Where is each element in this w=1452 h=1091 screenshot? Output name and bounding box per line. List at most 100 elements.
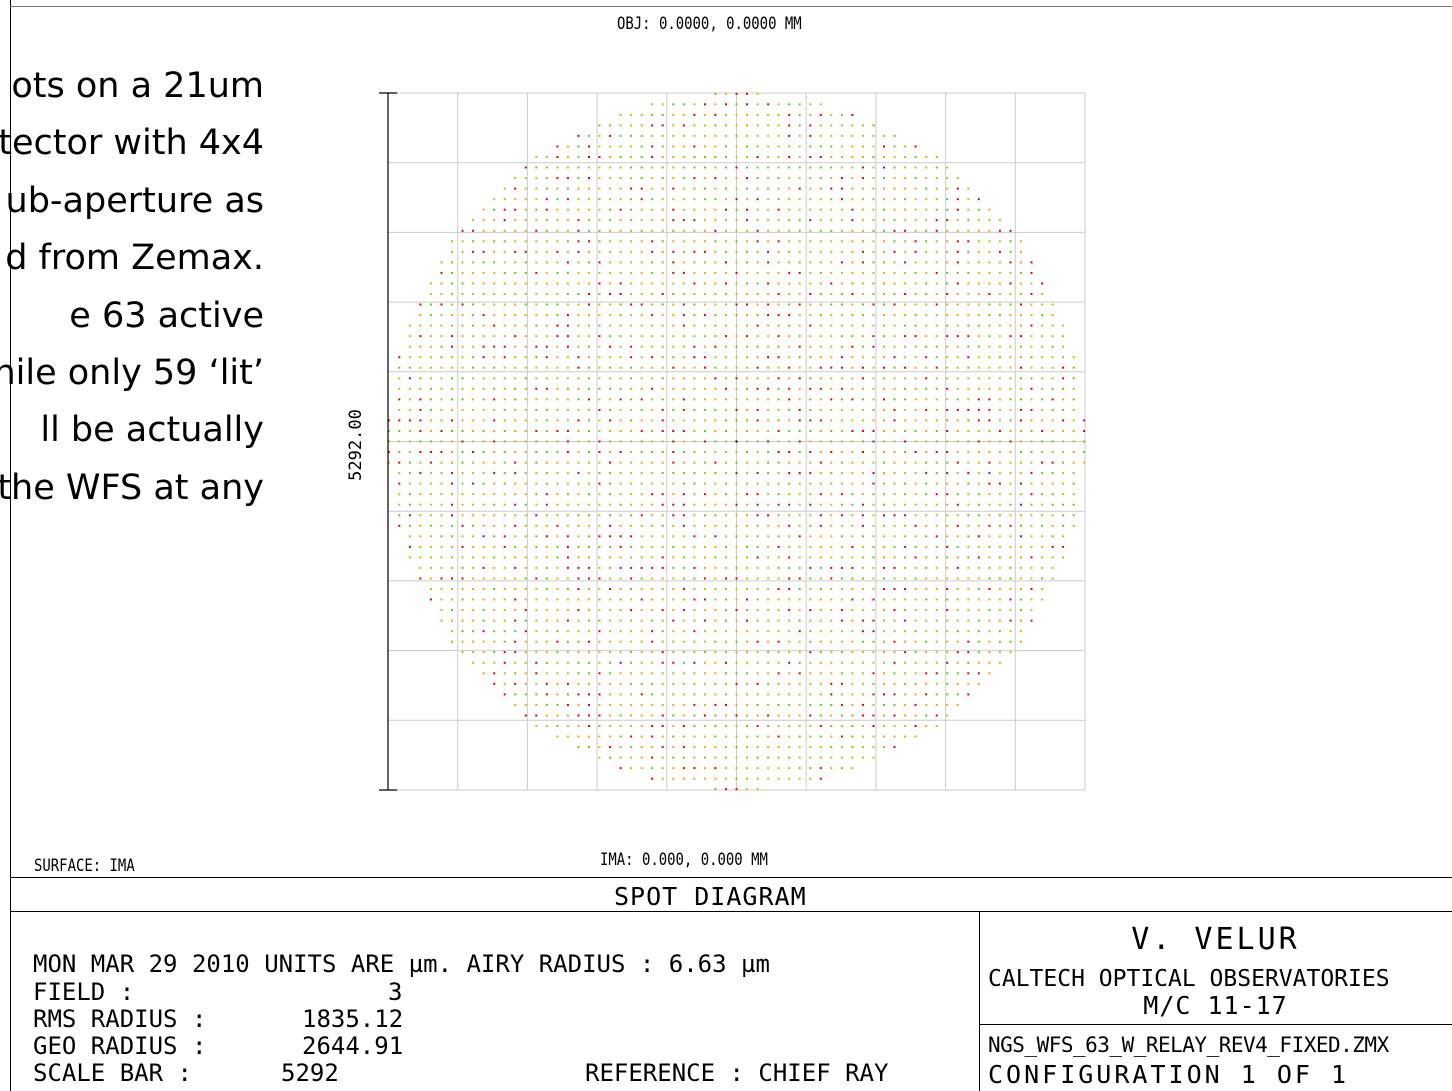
spot-point bbox=[630, 514, 633, 517]
spot-point bbox=[861, 682, 864, 685]
spot-point bbox=[609, 461, 612, 464]
spot-point bbox=[914, 156, 917, 158]
spot-point bbox=[904, 335, 907, 338]
spot-point bbox=[840, 630, 843, 633]
spot-point bbox=[904, 503, 907, 506]
spot-point bbox=[661, 577, 664, 580]
spot-point bbox=[1072, 524, 1075, 527]
spot-point bbox=[977, 250, 980, 253]
spot-point bbox=[524, 187, 527, 190]
spot-point bbox=[588, 314, 590, 317]
spot-point bbox=[472, 345, 475, 348]
spot-point bbox=[914, 419, 917, 422]
spot-point bbox=[1051, 493, 1054, 496]
spot-point bbox=[703, 419, 706, 422]
spot-point bbox=[693, 693, 696, 696]
spot-point bbox=[725, 725, 727, 727]
spot-point bbox=[619, 482, 622, 485]
spot-point bbox=[1030, 451, 1033, 453]
spot-point bbox=[830, 714, 833, 717]
spot-point bbox=[819, 535, 822, 538]
spot-point bbox=[661, 714, 664, 717]
spot-point bbox=[746, 261, 748, 264]
spot-point bbox=[830, 134, 833, 137]
spot-point bbox=[798, 366, 801, 369]
spot-point bbox=[1009, 482, 1012, 485]
slide-caption-text: ots on a 21um tector with 4x4 ub-apertur… bbox=[0, 58, 264, 517]
spot-point bbox=[840, 261, 843, 264]
spot-point bbox=[735, 777, 738, 780]
spot-point bbox=[883, 514, 885, 517]
spot-point bbox=[809, 387, 812, 390]
spot-point bbox=[861, 472, 864, 475]
spot-point bbox=[682, 451, 685, 453]
spot-point bbox=[398, 387, 401, 390]
spot-point bbox=[851, 535, 854, 538]
spot-point bbox=[1051, 366, 1054, 369]
spot-point bbox=[735, 661, 738, 664]
spot-point bbox=[893, 356, 896, 359]
spot-point bbox=[503, 430, 506, 432]
spot-point bbox=[735, 440, 738, 443]
spot-point bbox=[1009, 651, 1012, 654]
spot-point bbox=[904, 377, 907, 380]
spot-point bbox=[840, 324, 843, 327]
spot-point bbox=[1009, 271, 1012, 274]
spot-point bbox=[493, 387, 496, 390]
spot-point bbox=[682, 271, 685, 274]
spot-point bbox=[798, 682, 801, 685]
spot-point bbox=[440, 366, 443, 369]
spot-point bbox=[640, 219, 643, 222]
spot-point bbox=[493, 282, 496, 285]
spot-point bbox=[809, 735, 812, 738]
spot-point bbox=[830, 640, 833, 643]
spot-point bbox=[661, 535, 664, 538]
geo-radius-label: GEO RADIUS : bbox=[33, 1032, 207, 1060]
spot-point bbox=[672, 177, 675, 180]
spot-point bbox=[640, 134, 643, 137]
spot-point bbox=[651, 640, 654, 643]
spot-point bbox=[777, 187, 780, 190]
spot-point bbox=[977, 198, 980, 201]
spot-point bbox=[756, 609, 759, 612]
spot-point bbox=[746, 788, 748, 791]
spot-point bbox=[840, 240, 843, 243]
spot-point bbox=[904, 651, 907, 654]
spot-point bbox=[988, 545, 991, 548]
spot-point bbox=[693, 303, 696, 306]
spot-point bbox=[1030, 556, 1033, 559]
spot-point bbox=[703, 134, 706, 137]
spot-point bbox=[535, 556, 538, 559]
spot-point bbox=[503, 335, 506, 338]
spot-point bbox=[851, 282, 854, 285]
spot-point bbox=[672, 440, 675, 443]
spot-point bbox=[703, 103, 706, 106]
spot-point bbox=[619, 387, 622, 390]
spot-point bbox=[703, 714, 706, 717]
spot-point bbox=[609, 714, 612, 717]
spot-point bbox=[935, 198, 938, 201]
spot-point bbox=[883, 430, 885, 432]
spot-point bbox=[609, 503, 612, 506]
spot-point bbox=[630, 303, 633, 306]
spot-point bbox=[914, 735, 917, 738]
spot-point bbox=[746, 451, 748, 453]
spot-point bbox=[566, 482, 569, 485]
spot-point bbox=[682, 219, 685, 222]
spot-point bbox=[967, 356, 970, 359]
spot-point bbox=[746, 282, 748, 285]
spot-point bbox=[482, 640, 485, 643]
spot-point bbox=[872, 430, 875, 432]
spot-point bbox=[461, 524, 464, 527]
spot-point bbox=[566, 472, 569, 475]
spot-point bbox=[1009, 303, 1012, 306]
spot-point bbox=[988, 293, 991, 295]
spot-point bbox=[893, 588, 896, 590]
spot-point bbox=[714, 419, 717, 422]
spot-point bbox=[851, 303, 854, 306]
spot-point bbox=[861, 714, 864, 717]
spot-point bbox=[493, 609, 496, 612]
spot-point bbox=[640, 271, 643, 274]
spot-point bbox=[640, 229, 643, 232]
spot-point bbox=[640, 113, 643, 116]
